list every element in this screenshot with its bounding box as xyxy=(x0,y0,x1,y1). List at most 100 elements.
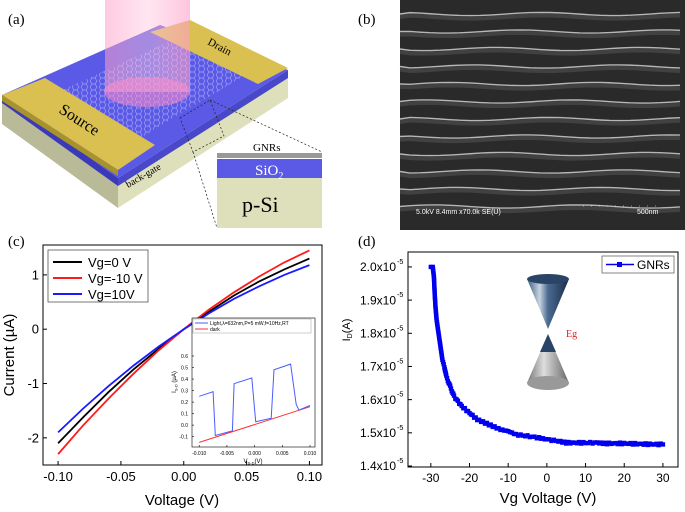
gnrs-data-point xyxy=(437,342,443,347)
source-electrode-edge xyxy=(2,95,118,176)
x-tick-label: 0 xyxy=(544,471,551,485)
nanoribbon-line xyxy=(399,134,681,139)
gnrs-data-point xyxy=(436,333,442,338)
nanoribbon-shadow xyxy=(399,30,681,39)
nanoribbon-shadow xyxy=(399,100,681,109)
gnrs-data-point xyxy=(437,339,443,345)
gnrs-data-point xyxy=(525,433,530,438)
nanoribbon-line xyxy=(399,81,681,87)
gnrs-data-point xyxy=(434,315,439,321)
nanoribbon-shadow xyxy=(399,65,681,74)
y-axis-label: ID(A) xyxy=(341,319,354,342)
gnrs-data-point xyxy=(433,304,438,309)
gnrs-data-point xyxy=(436,331,441,336)
y-tick-label: 1.4x10 xyxy=(360,459,396,473)
gnrs-data-point xyxy=(551,437,557,442)
gnrs-data-point xyxy=(470,412,475,418)
gnrs-data-point xyxy=(434,313,439,318)
y-label-main: I xyxy=(172,391,178,393)
y-tick-label: 0 xyxy=(32,322,39,337)
legend-entry: Vg=10V xyxy=(88,287,135,302)
gnrs-data-point xyxy=(592,440,598,445)
y-tick-label-base: 1.7x10 xyxy=(360,360,396,374)
legend-swatch-marker xyxy=(617,262,622,267)
inset-legend-entry: Light,λ=632nm,P=5 mW,f=10Hz,RT xyxy=(210,321,289,327)
gnrs-data-point xyxy=(546,437,552,442)
nanoribbon-line xyxy=(399,151,681,157)
plot-frame xyxy=(191,317,316,448)
transfer-chart: -30 -20 -10 0 10 20 301.4x10 -51.5x10 -51.6x10 -5… xyxy=(341,251,679,507)
zoom-line xyxy=(192,151,218,229)
y-label-main: I xyxy=(341,338,353,341)
gnrs-data-point xyxy=(534,436,540,441)
inset-legend-box xyxy=(192,318,312,334)
gnrs-data-point xyxy=(436,328,441,334)
inset-legend-entry: dark xyxy=(210,327,220,333)
x-tick-label: 0.000 xyxy=(248,451,261,457)
y-tick-label: 1.9x10 xyxy=(360,293,396,307)
nanoribbon-line xyxy=(399,29,681,34)
legend-entry: Vg=-10 V xyxy=(88,271,143,286)
y-tick-label-exponent: -5 xyxy=(397,290,403,299)
inset-series-line-0 xyxy=(199,363,311,437)
gnrs-data-point xyxy=(441,362,446,367)
gnrs-data-point xyxy=(448,386,454,391)
nanoribbon-line xyxy=(399,11,681,17)
nanoribbon-shadow xyxy=(399,153,681,161)
y-tick-label-base: 1.4x10 xyxy=(360,459,396,473)
y-tick-label-base: 1.5x10 xyxy=(360,426,396,440)
sio2-layer xyxy=(217,159,322,178)
panel-c-label: (c) xyxy=(8,234,25,250)
x-label-sub: S-D xyxy=(248,461,255,466)
nanoribbon-line xyxy=(399,116,681,122)
gnrs-data-point xyxy=(432,297,438,303)
y-tick-label: 1.5x10 xyxy=(360,426,396,440)
laser-beam xyxy=(105,0,190,92)
gnrs-data-point xyxy=(518,432,523,437)
series-line-2 xyxy=(57,264,310,434)
gnrs-data-point xyxy=(434,320,440,325)
nanoribbon-line xyxy=(399,169,681,174)
conduction-cone xyxy=(527,279,569,329)
gnrs-data-point xyxy=(435,326,441,332)
y-tick-label-exponent: -5 xyxy=(397,456,403,465)
gnrs-data-point xyxy=(527,434,533,440)
gnrs-data-point xyxy=(513,431,519,437)
x-tick-label: -0.05 xyxy=(106,469,136,484)
y-tick-label: 1.7x10 xyxy=(360,360,396,374)
photoresponse-inset-chart: -0.010 -0.005 0.000 0.005 0.010 -0.1 0.0 0.1 0.2… xyxy=(172,317,316,466)
nanoribbon-shadow xyxy=(399,118,681,126)
gnrs-data-point xyxy=(432,295,438,301)
y-tick-label: -0.1 xyxy=(179,434,188,440)
gnrs-data-point xyxy=(484,420,490,426)
scale-bar-label: 500nm xyxy=(637,209,659,216)
x-tick-label: 0.05 xyxy=(234,469,259,484)
gnrs-data-point xyxy=(587,439,593,445)
y-tick-label-base: 1.9x10 xyxy=(360,293,396,307)
x-tick-label: -0.010 xyxy=(192,451,206,457)
inset-x-axis-label: VS-D(V) xyxy=(244,459,263,466)
x-tick-label: -0.10 xyxy=(43,469,73,484)
y-tick-label: 0.3 xyxy=(181,388,188,394)
x-tick-label: 0.10 xyxy=(297,469,322,484)
gnrs-data-point xyxy=(433,302,438,307)
valence-cone-filled xyxy=(540,334,556,352)
gnrs-data-point xyxy=(435,324,440,329)
x-tick-label: -30 xyxy=(422,471,440,485)
gnrs-data-point xyxy=(553,438,559,444)
nanoribbon-shadow xyxy=(399,83,681,91)
y-tick-label-exponent: -5 xyxy=(397,423,403,432)
y-label-unit: (µA) xyxy=(172,371,178,384)
inset-series-line-1 xyxy=(199,406,311,443)
y-tick-label-exponent: -5 xyxy=(397,257,403,266)
gnrs-data-point xyxy=(433,306,438,312)
conduction-cone-top xyxy=(527,274,569,284)
zoom-line xyxy=(209,99,323,153)
legend-entry: Vg=0 V xyxy=(88,255,131,270)
gnrs-data-point xyxy=(455,398,461,403)
x-axis-label: Voltage (V) xyxy=(145,492,219,509)
legend-box xyxy=(601,255,675,274)
gnrs-data-point xyxy=(440,357,445,363)
valence-cone xyxy=(527,334,569,383)
